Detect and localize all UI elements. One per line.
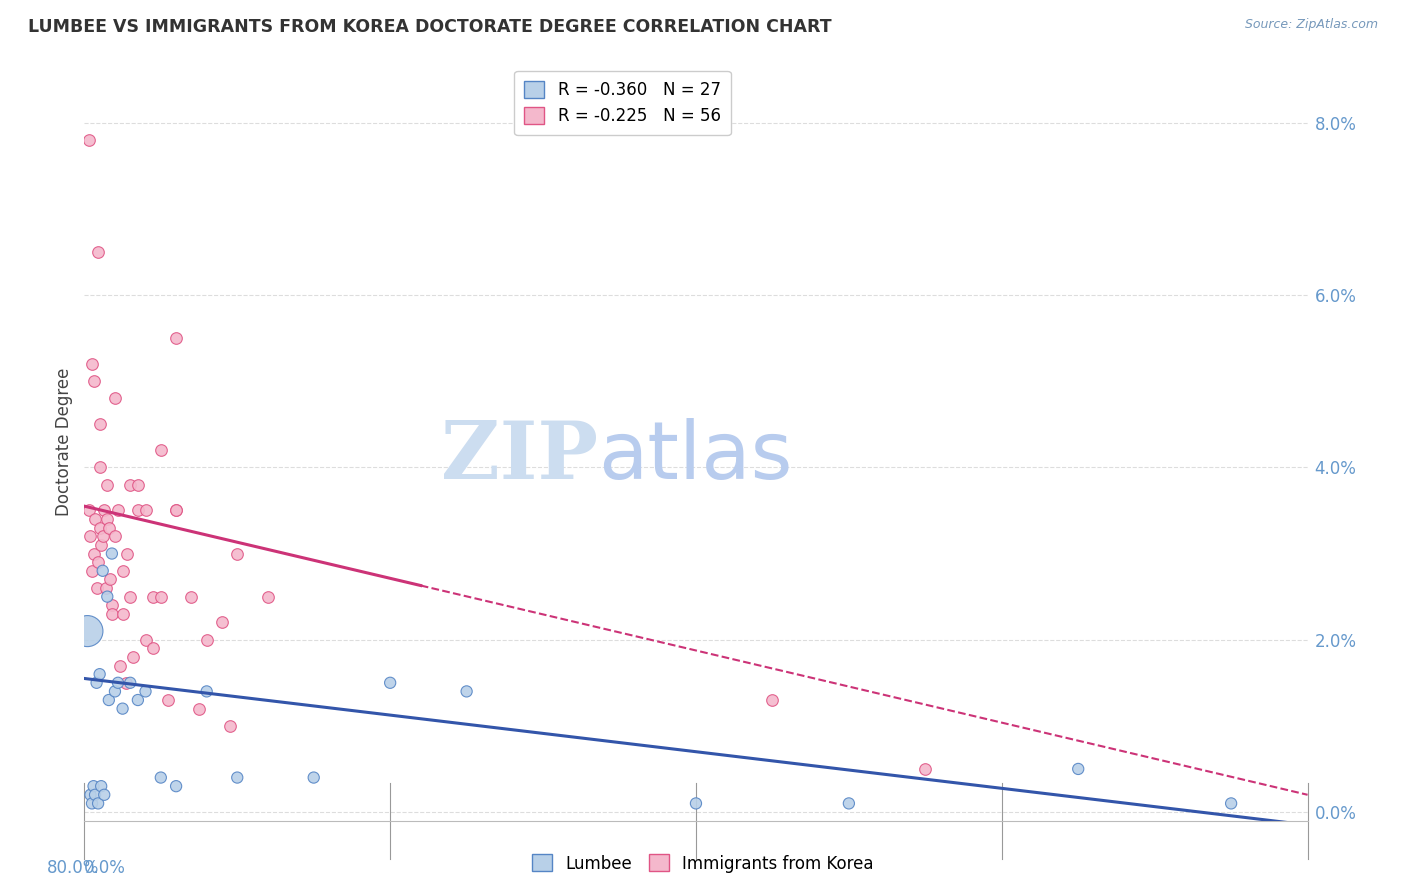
Point — [97, 693, 120, 707]
Point — [96, 590, 118, 604]
Text: 0.0%: 0.0% — [84, 858, 127, 877]
Y-axis label: Doctorate Degree: Doctorate Degree — [55, 368, 73, 516]
Point — [80, 564, 103, 578]
Point — [96, 512, 118, 526]
Point — [91, 529, 114, 543]
Point — [218, 719, 240, 733]
Point — [84, 788, 107, 802]
Point — [86, 581, 108, 595]
Point — [84, 512, 107, 526]
Point — [89, 417, 111, 432]
Point — [83, 547, 105, 561]
Point — [135, 503, 157, 517]
Point — [104, 529, 127, 543]
Point — [142, 590, 165, 604]
Point — [87, 244, 110, 259]
Point — [80, 797, 103, 811]
Point — [107, 503, 129, 517]
Point — [165, 503, 187, 517]
Point — [127, 477, 149, 491]
Point — [89, 460, 111, 475]
Point — [93, 788, 115, 802]
Point — [76, 624, 98, 639]
Point — [80, 357, 103, 371]
Text: 80.0%: 80.0% — [48, 858, 100, 877]
Point — [90, 538, 112, 552]
Point — [101, 607, 124, 621]
Point — [79, 788, 101, 802]
Point — [90, 779, 112, 793]
Point — [111, 564, 134, 578]
Point — [914, 762, 936, 776]
Point — [142, 641, 165, 656]
Point — [456, 684, 478, 698]
Point — [115, 547, 138, 561]
Point — [101, 599, 124, 613]
Text: Source: ZipAtlas.com: Source: ZipAtlas.com — [1244, 18, 1378, 31]
Point — [180, 590, 202, 604]
Point — [1067, 762, 1090, 776]
Point — [104, 684, 127, 698]
Point — [107, 675, 129, 690]
Point — [87, 797, 110, 811]
Point — [685, 797, 707, 811]
Point — [226, 771, 249, 785]
Point — [195, 632, 218, 647]
Point — [165, 503, 187, 517]
Point — [135, 684, 157, 698]
Point — [77, 503, 100, 517]
Point — [93, 503, 115, 517]
Point — [149, 443, 172, 458]
Text: atlas: atlas — [598, 417, 793, 496]
Point — [87, 555, 110, 569]
Point — [114, 675, 136, 690]
Point — [86, 675, 108, 690]
Text: ZIP: ZIP — [441, 417, 598, 496]
Point — [89, 521, 111, 535]
Point — [83, 779, 105, 793]
Point — [157, 693, 180, 707]
Point — [122, 649, 145, 664]
Point — [111, 701, 134, 715]
Point — [302, 771, 325, 785]
Point — [120, 477, 142, 491]
Legend: R = -0.360   N = 27, R = -0.225   N = 56: R = -0.360 N = 27, R = -0.225 N = 56 — [515, 70, 731, 136]
Point — [211, 615, 233, 630]
Point — [257, 590, 280, 604]
Legend: Lumbee, Immigrants from Korea: Lumbee, Immigrants from Korea — [526, 847, 880, 880]
Point — [79, 529, 101, 543]
Point — [97, 521, 120, 535]
Point — [104, 392, 127, 406]
Point — [127, 503, 149, 517]
Point — [98, 573, 121, 587]
Point — [91, 564, 114, 578]
Point — [195, 684, 218, 698]
Point — [761, 693, 783, 707]
Point — [135, 632, 157, 647]
Point — [108, 658, 131, 673]
Point — [188, 701, 211, 715]
Point — [89, 667, 111, 681]
Point — [96, 477, 118, 491]
Point — [149, 771, 172, 785]
Point — [111, 607, 134, 621]
Text: LUMBEE VS IMMIGRANTS FROM KOREA DOCTORATE DEGREE CORRELATION CHART: LUMBEE VS IMMIGRANTS FROM KOREA DOCTORAT… — [28, 18, 832, 36]
Point — [1220, 797, 1243, 811]
Point — [127, 693, 149, 707]
Point — [149, 590, 172, 604]
Point — [838, 797, 860, 811]
Point — [101, 547, 124, 561]
Point — [120, 675, 142, 690]
Point — [165, 331, 187, 345]
Point — [83, 374, 105, 388]
Point — [226, 547, 249, 561]
Point — [120, 590, 142, 604]
Point — [77, 133, 100, 147]
Point — [94, 581, 117, 595]
Point — [380, 675, 402, 690]
Point — [165, 779, 187, 793]
